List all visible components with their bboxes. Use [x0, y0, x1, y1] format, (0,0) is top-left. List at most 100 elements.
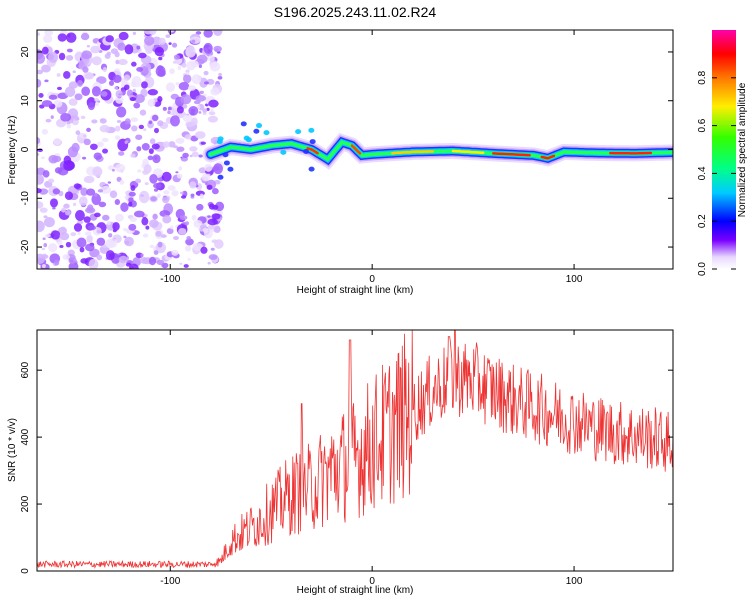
snr-x-tick-label: -100 [160, 576, 180, 587]
noise-blob [129, 217, 138, 222]
signal-blob [295, 129, 302, 135]
noise-blob [203, 42, 213, 54]
signal-core [451, 149, 485, 155]
noise-blob [81, 50, 93, 60]
noise-blob [175, 171, 179, 174]
noise-blob [167, 185, 176, 191]
noise-blob [150, 196, 157, 202]
noise-blob [88, 258, 99, 269]
noise-blob [176, 173, 183, 179]
noise-blob [96, 76, 107, 84]
noise-blob [59, 245, 64, 249]
noise-blob [167, 110, 171, 115]
noise-blob [152, 154, 161, 164]
noise-blob [101, 137, 109, 143]
noise-blob [184, 245, 192, 252]
noise-blob [176, 106, 184, 114]
noise-blob [63, 160, 75, 172]
noise-blob [80, 187, 88, 196]
noise-blob [157, 65, 164, 71]
noise-blob [151, 143, 160, 150]
noise-blob [173, 235, 179, 241]
noise-blob [128, 191, 136, 197]
noise-blob [186, 71, 190, 76]
noise-blob [91, 56, 102, 66]
noise-blob [175, 82, 180, 86]
noise-blob [207, 261, 211, 265]
noise-blob [143, 164, 152, 174]
noise-blob [183, 264, 189, 268]
noise-blob [165, 34, 171, 39]
noise-blob [171, 190, 179, 197]
noise-blob [79, 133, 88, 139]
signal-blob [280, 149, 287, 155]
noise-blob [133, 102, 141, 109]
noise-blob [128, 197, 134, 203]
noise-blob [218, 72, 222, 77]
noise-blob [48, 178, 55, 184]
noise-blob [85, 231, 92, 236]
noise-blob [100, 91, 108, 97]
noise-blob [86, 45, 90, 48]
noise-blob [51, 155, 62, 163]
noise-blob [96, 254, 103, 261]
noise-blob [195, 31, 202, 35]
noise-blob [86, 127, 91, 132]
signal-track [202, 121, 673, 180]
noise-blob [156, 193, 161, 198]
noise-blob [147, 98, 156, 107]
noise-blob [52, 188, 61, 195]
noise-blob [204, 163, 213, 172]
noise-blob [138, 190, 150, 204]
spec-y-tick-label: 20 [20, 46, 31, 58]
noise-blob [124, 140, 128, 144]
noise-blob [153, 250, 159, 255]
noise-blob [188, 106, 199, 116]
noise-blob [130, 81, 137, 88]
noise-blob [179, 262, 183, 265]
noise-blob [168, 42, 172, 46]
noise-blob [100, 185, 112, 194]
signal-core [391, 150, 434, 155]
noise-blob [94, 98, 99, 102]
noise-blob [74, 210, 85, 222]
noise-blob [170, 225, 174, 230]
spec-x-tick-label: 0 [369, 274, 375, 285]
noise-blob [65, 54, 74, 61]
noise-blob [80, 32, 90, 41]
noise-blob [53, 137, 62, 146]
noise-blob [66, 48, 73, 53]
noise-blob [99, 124, 110, 133]
noise-blob [135, 134, 143, 140]
noise-blob [206, 107, 210, 111]
noise-blob [178, 228, 187, 236]
noise-blob [107, 181, 112, 184]
noise-blob [37, 201, 44, 209]
noise-speckle [37, 30, 225, 269]
noise-blob [41, 128, 49, 135]
noise-blob [81, 86, 91, 96]
noise-blob [163, 190, 170, 195]
noise-blob [48, 243, 58, 253]
signal-blob [227, 166, 234, 172]
noise-blob [118, 93, 122, 96]
noise-blob [43, 34, 53, 43]
noise-blob [43, 242, 48, 248]
colorbar: 0.0 0.2 0.4 0.6 0.8 Normalized spectral ampl… [697, 30, 748, 276]
noise-blob [180, 94, 192, 105]
noise-blob [67, 146, 79, 158]
noise-blob [68, 81, 79, 89]
noise-blob [86, 235, 93, 243]
noise-blob [85, 243, 95, 252]
noise-blob [210, 108, 214, 112]
noise-blob [162, 196, 170, 204]
noise-blob [93, 152, 102, 160]
noise-blob [144, 35, 155, 46]
signal-blob [222, 152, 229, 158]
noise-blob [157, 120, 164, 127]
noise-blob [170, 115, 180, 127]
noise-blob [135, 178, 142, 184]
noise-blob [68, 98, 78, 106]
noise-blob [73, 183, 81, 189]
